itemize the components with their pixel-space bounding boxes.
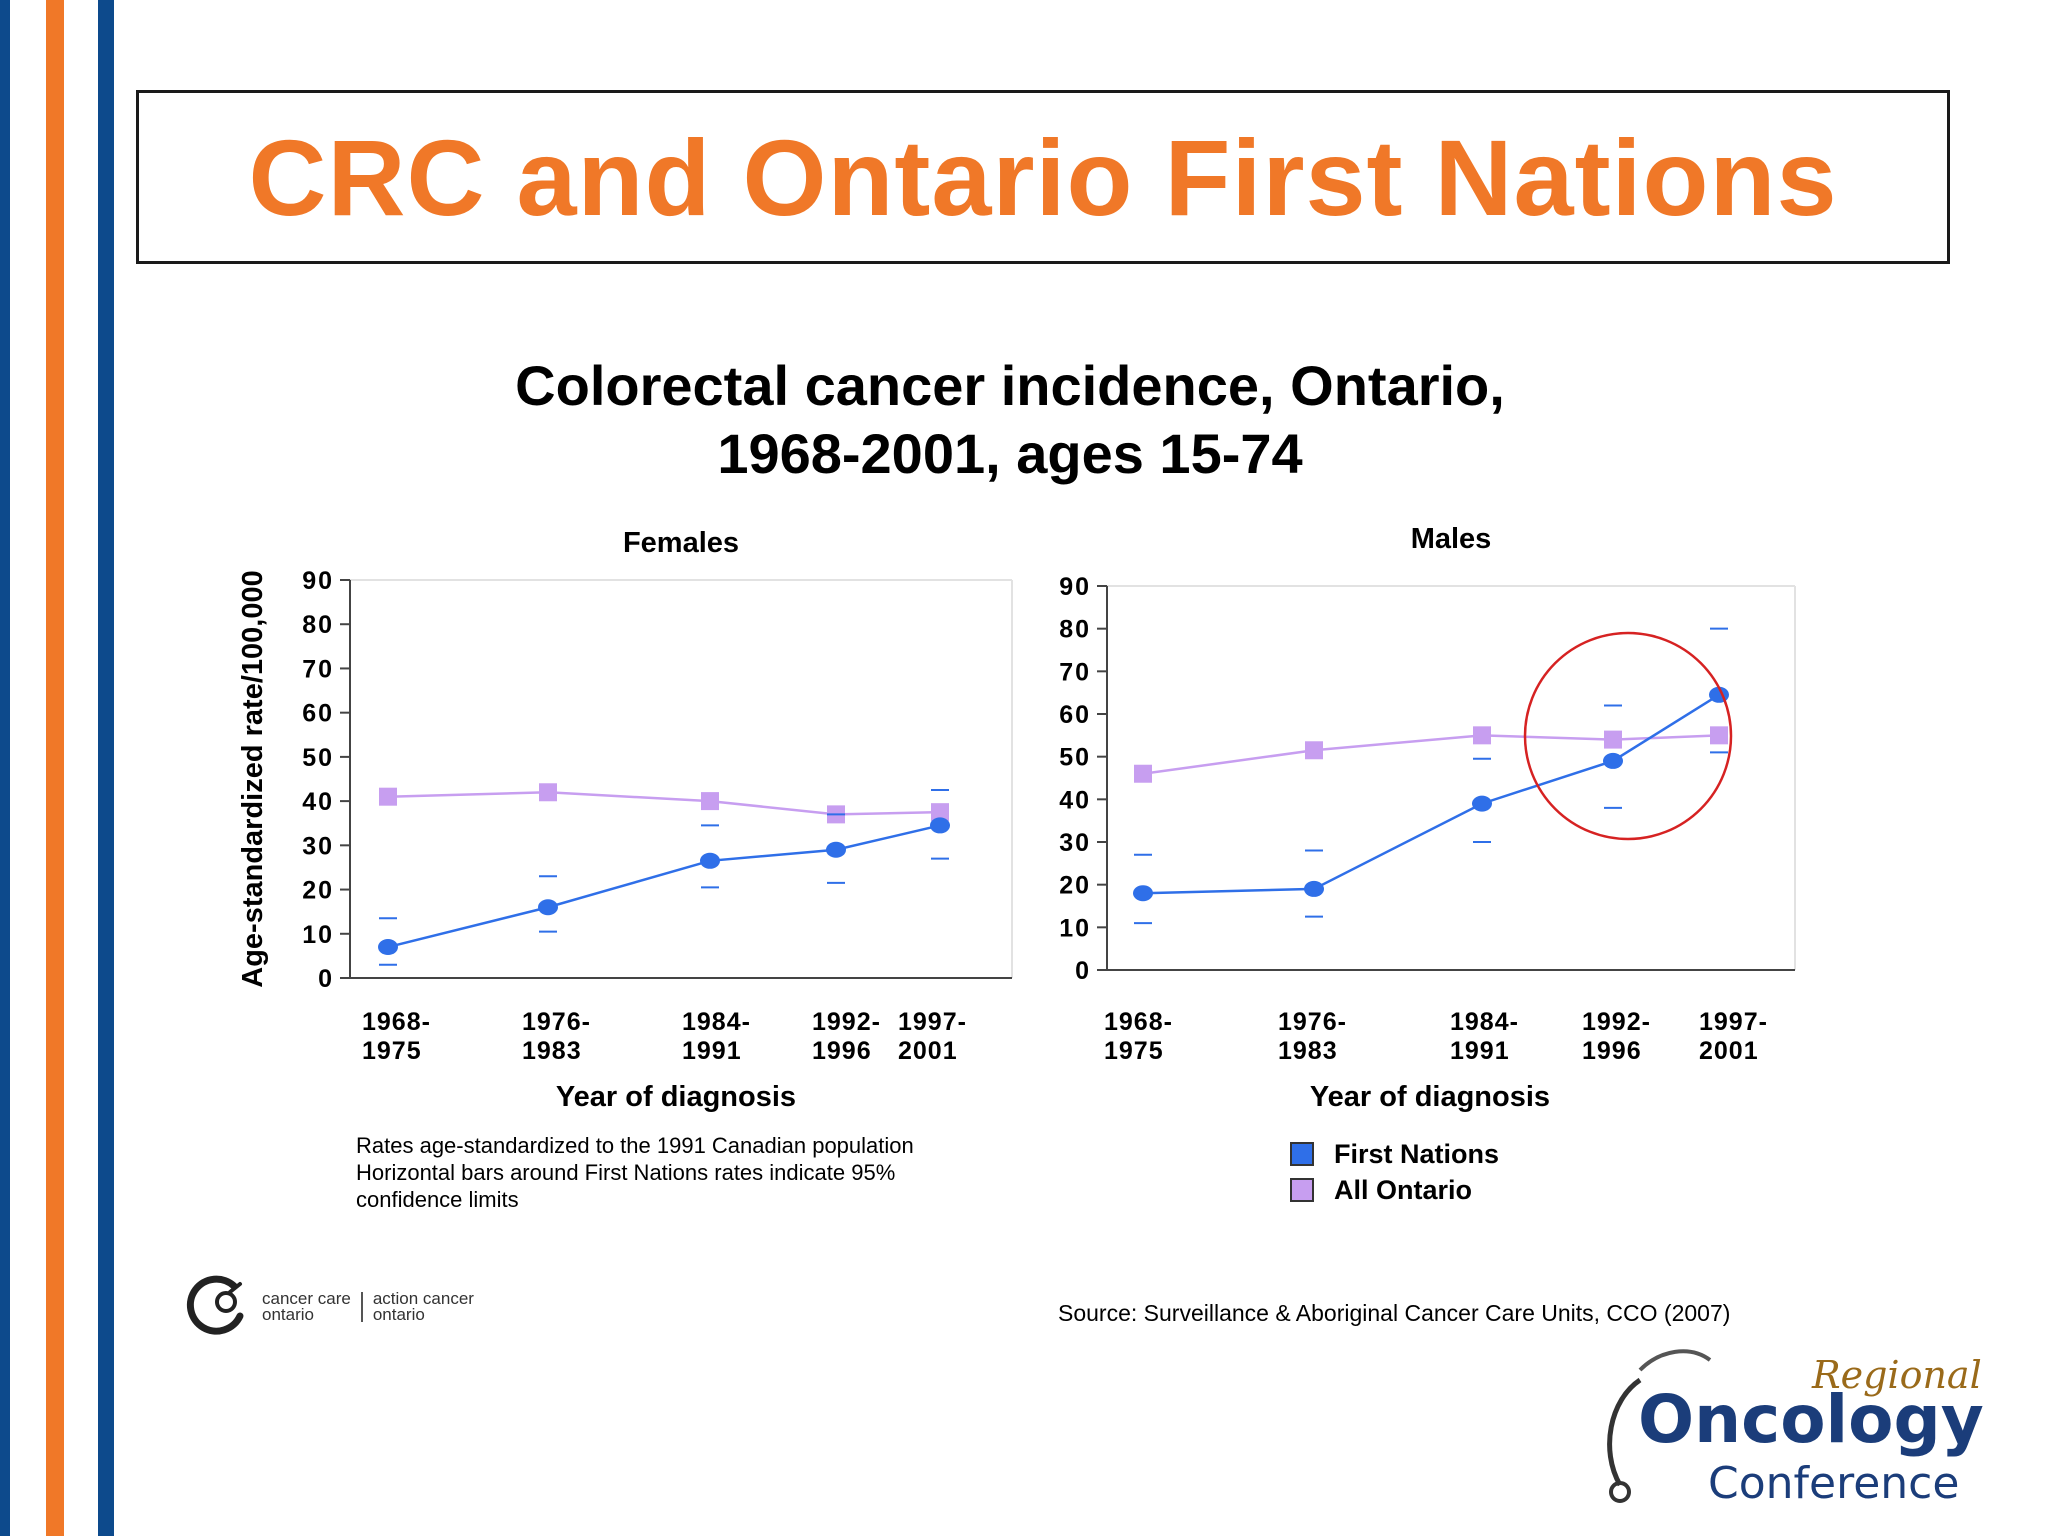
males-x-axis-label: Year of diagnosis	[1310, 1081, 1550, 1113]
females-y-tick-label: 30	[302, 832, 334, 860]
females-all-ontario-point	[701, 792, 719, 811]
females-x-tick-label: 1984-1991	[682, 1008, 751, 1065]
females-y-tick-label: 20	[302, 877, 334, 905]
males-all-ontario-point	[1710, 726, 1728, 745]
females-panel-title: Females	[623, 527, 739, 559]
legend-item-all-ontario: All Ontario	[1290, 1172, 1499, 1208]
males-y-tick-label: 10	[1059, 914, 1091, 942]
slide-title: CRC and Ontario First Nations	[248, 116, 1838, 238]
females-y-tick-label: 40	[302, 788, 334, 816]
cco-text-line-3: action cancer	[372, 1289, 474, 1308]
footnote-line-3: confidence limits	[356, 1187, 519, 1212]
females-y-tick-label: 60	[302, 700, 334, 728]
males-x-tick-label: 1997-2001	[1699, 1008, 1768, 1065]
females-first-nations-point	[930, 817, 950, 834]
males-all-ontario-point	[1473, 726, 1491, 745]
females-y-tick-label: 0	[318, 965, 334, 993]
females-y-tick-label: 10	[302, 921, 334, 949]
males-x-tick-label: 1992-1996	[1582, 1008, 1651, 1065]
legend-label-all-ontario: All Ontario	[1334, 1174, 1473, 1205]
females-x-tick-label: 1997-2001	[898, 1008, 967, 1065]
females-first-nations-point	[700, 852, 720, 869]
stethoscope-icon	[1607, 1377, 1642, 1487]
males-first-nations-point	[1304, 880, 1324, 897]
males-all-ontario-point	[1305, 741, 1323, 760]
legend-item-first-nations: First Nations	[1290, 1136, 1499, 1172]
females-series-first-nations-line	[387, 824, 941, 949]
chart-title: Colorectal cancer incidence, Ontario, 19…	[300, 352, 1720, 488]
legend-label-first-nations: First Nations	[1334, 1138, 1500, 1169]
females-x-tick-label: 1968-1975	[362, 1008, 431, 1065]
cco-text-line-1: cancer care	[262, 1289, 351, 1308]
males-y-tick-label: 20	[1059, 872, 1091, 900]
females-first-nations-point	[826, 841, 846, 858]
footnote-line-1: Rates age-standardized to the 1991 Canad…	[356, 1133, 914, 1158]
regional-oncology-conference-logo: Regional Oncology Conference	[1607, 1349, 1984, 1509]
females-x-axis-label: Year of diagnosis	[556, 1081, 796, 1113]
cco-text-line-2: ontario	[262, 1305, 314, 1324]
males-first-nations-point	[1133, 885, 1153, 902]
females-y-axis-label: Age-standardized rate/100,000	[237, 570, 269, 987]
females-all-ontario-point	[931, 803, 949, 822]
males-panel-title: Males	[1411, 523, 1492, 555]
males-y-tick-label: 60	[1059, 701, 1091, 729]
females-y-tick-label: 50	[302, 744, 334, 772]
males-y-tick-label: 80	[1059, 616, 1091, 644]
logo-conference-text: Conference	[1708, 1458, 1959, 1509]
females-first-nations-point	[378, 939, 398, 956]
logo-regional-text: Regional	[1811, 1353, 1982, 1397]
males-y-tick-label: 70	[1059, 658, 1091, 686]
males-series-first-nations-line	[1142, 693, 1720, 895]
left-stripe-navy	[0, 0, 10, 1536]
males-x-tick-label: 1976-1983	[1278, 1008, 1347, 1065]
males-y-tick-label: 30	[1059, 829, 1091, 857]
females-y-tick-label: 70	[302, 655, 334, 683]
males-y-tick-label: 40	[1059, 786, 1091, 814]
cco-logo-mark-icon	[186, 1275, 244, 1335]
cco-separator	[360, 1292, 363, 1322]
title-box: CRC and Ontario First Nations	[136, 90, 1950, 264]
left-stripe-navy-inner	[98, 0, 114, 1536]
males-x-tick-label: 1984-1991	[1450, 1008, 1519, 1065]
footnote: Rates age-standardized to the 1991 Canad…	[356, 1132, 1076, 1213]
females-y-tick-label: 90	[302, 567, 334, 595]
females-x-tick-label: 1992-1996	[812, 1008, 881, 1065]
females-x-tick-label: 1976-1983	[522, 1008, 591, 1065]
cancer-care-ontario-logo: cancer care ontario action cancer ontari…	[186, 1272, 474, 1342]
males-y-tick-label: 90	[1059, 573, 1091, 601]
legend: First Nations All Ontario	[1290, 1136, 1499, 1208]
legend-swatch-all-ontario	[1290, 1178, 1314, 1202]
females-series-all-ontario-line	[387, 791, 941, 816]
males-all-ontario-point	[1134, 764, 1152, 783]
cco-text-line-4: ontario	[372, 1305, 425, 1324]
males-all-ontario-point	[1604, 730, 1622, 749]
chart-title-line-1: Colorectal cancer incidence, Ontario,	[515, 354, 1505, 417]
males-x-tick-label: 1968-1975	[1104, 1008, 1173, 1065]
females-all-ontario-point	[379, 787, 397, 806]
males-y-tick-label: 50	[1059, 744, 1091, 772]
females-all-ontario-point	[539, 783, 557, 802]
males-first-nations-point	[1603, 752, 1623, 769]
females-y-tick-label: 80	[302, 611, 334, 639]
footnote-line-2: Horizontal bars around First Nations rat…	[356, 1160, 896, 1185]
chart-title-line-2: 1968-2001, ages 15-74	[717, 422, 1303, 485]
males-highlight-circle	[1523, 631, 1733, 841]
males-first-nations-point	[1472, 795, 1492, 812]
left-stripe-orange	[46, 0, 64, 1536]
legend-swatch-first-nations	[1290, 1142, 1314, 1166]
females-first-nations-point	[538, 899, 558, 916]
males-y-tick-label: 0	[1075, 957, 1091, 985]
males-series-all-ontario-line	[1142, 734, 1720, 775]
logo-oncology-text: Oncology	[1638, 1381, 1984, 1458]
source-citation: Source: Surveillance & Aboriginal Cancer…	[1058, 1300, 1731, 1326]
